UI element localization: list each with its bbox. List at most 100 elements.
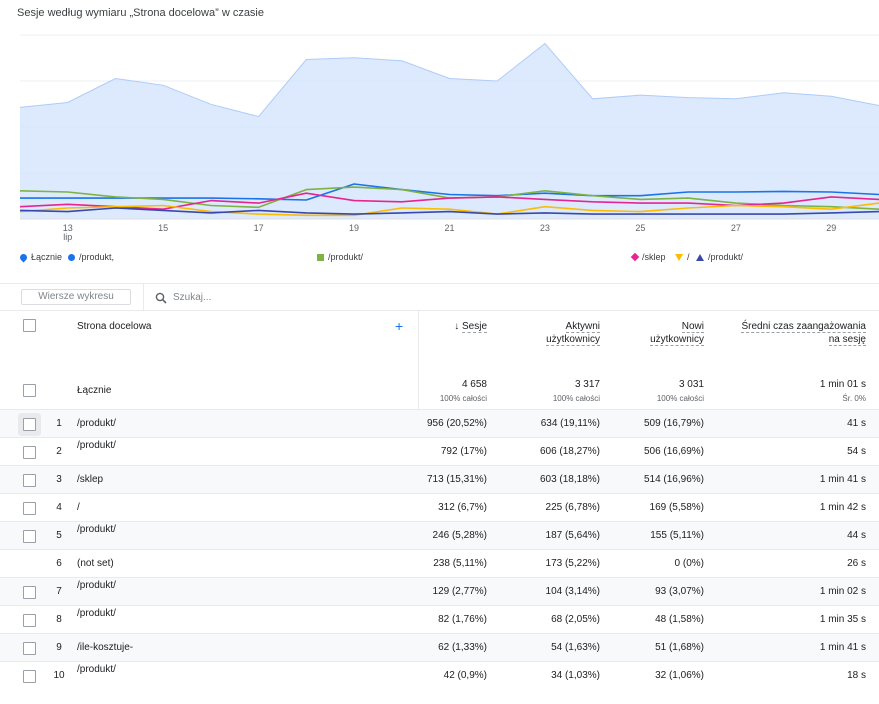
- row-checkbox[interactable]: [23, 586, 36, 599]
- landing-page-link[interactable]: /produkt/: [77, 418, 116, 429]
- chart-rows-button[interactable]: Wiersze wykresu: [21, 289, 131, 305]
- x-tick-label: 21: [444, 223, 454, 233]
- series-line-total: [19, 42, 879, 118]
- table-row[interactable]: 10/produkt/42 (0,9%) 34 (1,03%) 32 (1,06%)…: [0, 661, 879, 690]
- x-tick-label: 13: [63, 223, 73, 233]
- metric-value: 82 (1,76%): [438, 614, 487, 625]
- metric-value: 51 (1,68%): [655, 642, 704, 653]
- search-box[interactable]: Szukaj...: [143, 284, 875, 311]
- legend-item[interactable]: /sklep: [630, 252, 666, 262]
- search-icon: [155, 292, 167, 304]
- metric-value: 1 min 41 s: [819, 642, 866, 653]
- metric-value: 104 (3,14%): [545, 586, 600, 597]
- legend-label: /produkt/: [328, 252, 364, 262]
- sort-desc-icon: ↓: [454, 321, 462, 332]
- metric-value: 713 (15,31%): [426, 474, 487, 485]
- landing-page-link[interactable]: /: [77, 502, 80, 513]
- legend-label: /: [687, 252, 690, 262]
- landing-page-link[interactable]: /produkt/: [77, 664, 116, 675]
- row-number: 6: [56, 558, 62, 569]
- landing-page-link[interactable]: /ile-kosztuje-: [77, 642, 134, 653]
- landing-page-link[interactable]: /produkt/: [77, 524, 116, 535]
- table-row[interactable]: 1/produkt/956 (20,52%) 634 (19,11%) 509 (1…: [0, 409, 879, 438]
- table-row[interactable]: 9/ile-kosztuje- 62 (1,33%) 54 (1,63%) 51 (1…: [0, 633, 879, 662]
- series-line-1: [20, 183, 879, 201]
- series-line-5: [19, 207, 879, 215]
- x-tick-label: 27: [731, 223, 741, 233]
- row-checkbox[interactable]: [23, 418, 36, 431]
- column-header-label: Średni czas zaangażowania: [741, 321, 866, 333]
- table-row[interactable]: 8/produkt/82 (1,76%) 68 (2,05%) 48 (1,58%)…: [0, 605, 879, 634]
- legend-label: /produkt,: [79, 252, 115, 262]
- landing-page-link[interactable]: /produkt/: [77, 440, 116, 451]
- add-dimension-icon[interactable]: +: [395, 318, 404, 334]
- landing-page-link[interactable]: /produkt/: [77, 608, 116, 619]
- x-tick-label: 25: [635, 223, 645, 233]
- column-header-label: na sesję: [828, 334, 866, 346]
- metric-value: 1 min 42 s: [819, 502, 866, 513]
- metric-value: 792 (17%): [440, 446, 487, 457]
- metric-value: 62 (1,33%): [438, 642, 487, 653]
- landing-page-link[interactable]: /produkt/: [77, 580, 116, 591]
- x-tick-label: 19: [349, 223, 359, 233]
- metric-value: 41 s: [847, 418, 866, 429]
- row-checkbox[interactable]: [23, 502, 36, 515]
- totals-share: 100% całości: [552, 394, 600, 403]
- row-checkbox[interactable]: [23, 474, 36, 487]
- landing-page-link[interactable]: /sklep: [77, 474, 104, 485]
- table-row[interactable]: 3/sklep 713 (15,31%) 603 (18,18%) 514 (16,9…: [0, 465, 879, 494]
- metric-value: 634 (19,11%): [540, 418, 600, 429]
- metric-value: 1 min 41 s: [819, 474, 866, 485]
- legend-item[interactable]: Łącznie: [18, 252, 62, 262]
- legend-item[interactable]: /produkt/: [696, 252, 743, 262]
- totals-value: 1 min 01 s: [819, 379, 866, 390]
- column-header[interactable]: Aktywni użytkownicy: [500, 320, 600, 346]
- row-checkbox[interactable]: [23, 670, 36, 683]
- series-line-4: [19, 202, 879, 217]
- metric-value: 44 s: [847, 530, 866, 541]
- legend-item[interactable]: /: [675, 252, 690, 262]
- metric-value: 93 (3,07%): [655, 586, 704, 597]
- table-row[interactable]: 7/produkt/129 (2,77%) 104 (3,14%) 93 (3,07…: [0, 577, 879, 606]
- table-row[interactable]: 6 (not set) 238 (5,11%) 173 (5,22%) 0 (0%) 26…: [0, 549, 879, 578]
- dimension-header[interactable]: Strona docelowa: [77, 321, 152, 332]
- table-row[interactable]: 5/produkt/246 (5,28%) 187 (5,64%) 155 (5,1…: [0, 521, 879, 550]
- select-all-checkbox[interactable]: [23, 319, 36, 332]
- row-checkbox[interactable]: [23, 614, 36, 627]
- column-header-label: Aktywni: [565, 321, 600, 333]
- metric-value: 54 s: [847, 446, 866, 457]
- metric-value: 1 min 35 s: [819, 614, 866, 625]
- row-checkbox[interactable]: [23, 530, 36, 543]
- x-tick-label: 29: [826, 223, 836, 233]
- x-tick-label: 15: [158, 223, 168, 233]
- column-divider: [418, 311, 419, 411]
- table-row[interactable]: 4 / 312 (6,7%) 225 (6,78%) 169 (5,58%) 1 min …: [0, 493, 879, 522]
- metric-value: 48 (1,58%): [655, 614, 704, 625]
- column-header-label: Sesje: [461, 321, 487, 333]
- metric-value: 603 (18,18%): [539, 474, 600, 485]
- legend-item[interactable]: /produkt,: [68, 252, 114, 262]
- totals-share: 100% całości: [439, 394, 487, 403]
- row-number: 10: [53, 670, 65, 681]
- totals-value: 3 031: [678, 379, 704, 390]
- landing-page-link[interactable]: (not set): [77, 558, 114, 569]
- metric-value: 42 (0,9%): [443, 670, 487, 681]
- metric-value: 68 (2,05%): [551, 614, 600, 625]
- column-header[interactable]: Nowi użytkownicy: [604, 320, 704, 346]
- row-checkbox[interactable]: [23, 446, 36, 459]
- column-header[interactable]: Średni czas zaangażowania na sesję: [726, 320, 866, 346]
- table-row[interactable]: 2/produkt/792 (17%) 606 (18,27%) 506 (16,6…: [0, 437, 879, 466]
- metric-value: 312 (6,7%): [438, 502, 487, 513]
- metric-value: 956 (20,52%): [426, 418, 487, 429]
- legend-item[interactable]: /produkt/: [317, 252, 363, 262]
- row-number: 5: [56, 530, 62, 541]
- metric-value: 173 (5,22%): [545, 558, 600, 569]
- totals-checkbox[interactable]: [23, 384, 36, 397]
- row-number: 3: [56, 474, 62, 485]
- metric-value: 238 (5,11%): [433, 558, 487, 569]
- legend-label: /produkt/: [708, 252, 744, 262]
- totals-share: 100% całości: [656, 394, 704, 403]
- column-header[interactable]: ↓ Sesje: [327, 320, 487, 333]
- row-checkbox[interactable]: [23, 642, 36, 655]
